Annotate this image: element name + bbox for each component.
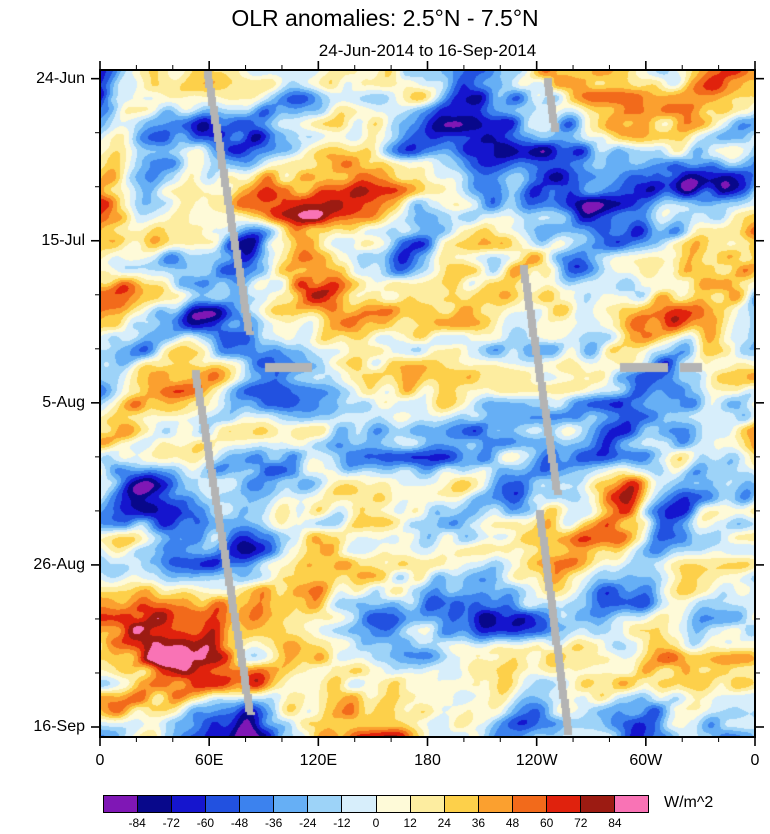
colorbar-tick-label: 48: [505, 816, 520, 830]
colorbar-segment: [375, 796, 410, 812]
colorbar-segment: [579, 796, 614, 812]
colorbar-tick-label: 24: [437, 816, 451, 830]
colorbar-tick-label: 36: [471, 816, 486, 830]
x-tick-label: 0: [95, 752, 105, 769]
colorbar-segment: [273, 796, 308, 812]
y-tick-label: 24-Jun: [36, 69, 85, 87]
x-tick-label: 60E: [194, 752, 224, 769]
colorbar-tick-label: -48: [230, 816, 249, 830]
colorbar-units-label: W/m^2: [664, 794, 714, 811]
colorbar-tick-label: 12: [403, 816, 417, 830]
colorbar-tick-label: 60: [539, 816, 554, 830]
colorbar-tick-label: -12: [333, 816, 351, 830]
colorbar-segment: [239, 796, 274, 812]
colorbar: [103, 795, 649, 813]
y-tick-label: 26-Aug: [33, 555, 85, 573]
heatmap-field: [100, 70, 755, 737]
x-tick-label: 0: [750, 752, 760, 769]
colorbar-segment: [341, 796, 376, 812]
colorbar-tick-label: 84: [608, 816, 622, 830]
colorbar-segment: [171, 796, 206, 812]
colorbar-tick-label: -84: [128, 816, 146, 830]
colorbar-tick-label: -36: [264, 816, 283, 830]
colorbar-segment: [307, 796, 342, 812]
y-tick-label: 16-Sep: [33, 717, 85, 735]
x-tick-label: 120E: [299, 752, 338, 769]
y-tick-label: 5-Aug: [42, 393, 85, 411]
colorbar-segment: [443, 796, 478, 812]
colorbar-segment: [511, 796, 546, 812]
x-tick-label: 180: [414, 752, 441, 769]
colorbar-segment: [409, 796, 444, 812]
colorbar-tick-label: 0: [372, 816, 380, 830]
chart-title: OLR anomalies: 2.5°N - 7.5°N: [231, 5, 539, 31]
colorbar-tick-label: -60: [196, 816, 215, 830]
colorbar-segment: [137, 796, 172, 812]
colorbar-segment: [104, 796, 138, 812]
x-tick-label: 60W: [629, 752, 663, 769]
y-tick-label: 15-Jul: [41, 231, 85, 249]
chart-subtitle: 24-Jun-2014 to 16-Sep-2014: [318, 41, 537, 60]
colorbar-segment: [545, 796, 580, 812]
colorbar-tick-label: -24: [299, 816, 317, 830]
colorbar-segment: [205, 796, 240, 812]
colorbar-tick-label: 72: [574, 816, 588, 830]
x-tick-label: 120W: [515, 752, 558, 769]
colorbar-segment: [477, 796, 512, 812]
colorbar-tick-label: -72: [162, 816, 180, 830]
colorbar-segment: [613, 796, 648, 812]
